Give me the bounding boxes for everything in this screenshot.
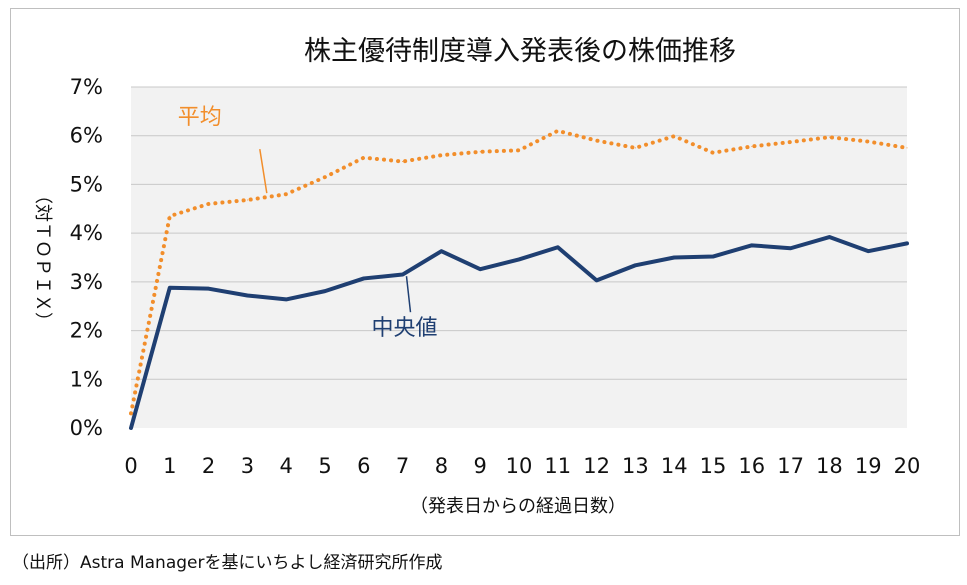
data-point [867,250,869,252]
data-point [751,244,753,246]
y-tick-label: 4% [70,221,103,245]
data-point [712,256,714,258]
data-point [712,152,714,154]
y-tick-label: 3% [70,270,103,294]
data-point [285,193,287,195]
y-tick-label: 6% [70,124,103,148]
data-point [790,247,792,249]
x-axis-ticks: 0 1 2 3 4 5 6 7 8 9 10 11 12 13 14 15 16 17 18 19 20 [124,454,920,478]
x-tick-label: 14 [661,454,688,478]
x-tick-label: 17 [777,454,804,478]
data-point [479,151,481,153]
data-point [402,161,404,163]
x-tick-label: 7 [396,454,409,478]
x-tick-label: 19 [855,454,882,478]
y-tick-label: 7% [70,75,103,99]
x-tick-label: 1 [163,454,176,478]
x-tick-label: 8 [435,454,448,478]
data-point [790,141,792,143]
x-tick-label: 4 [280,454,293,478]
x-tick-label: 0 [124,454,137,478]
y-tick-label: 1% [70,367,103,391]
data-point [828,236,830,238]
data-point [906,147,908,149]
gridlines [131,86,907,380]
annotation-leader-line [405,276,412,313]
annotation-leader-line [259,148,268,194]
x-tick-label: 2 [202,454,215,478]
data-point [130,412,132,414]
data-point [363,277,365,279]
data-point [324,176,326,178]
data-point [518,149,520,151]
x-tick-label: 12 [583,454,610,478]
data-point [208,203,210,205]
data-point [634,264,636,266]
data-point [169,287,171,289]
data-point [246,294,248,296]
annotation-label: 中央値 [371,316,437,341]
data-point [557,246,559,248]
data-point [169,215,171,217]
y-tick-label: 0% [70,416,103,440]
x-tick-label: 13 [622,454,649,478]
data-point [285,298,287,300]
x-tick-label: 20 [894,454,921,478]
annotation-label: 平均 [178,105,222,130]
data-point [246,199,248,201]
x-tick-label: 11 [544,454,571,478]
data-point [363,157,365,159]
data-point [557,130,559,132]
data-point [518,258,520,260]
data-point [828,136,830,138]
data-point [440,250,442,252]
data-point [479,268,481,270]
data-point [208,288,210,290]
source-note: （出所）Astra Managerを基にいちよし経済研究所作成 [12,553,443,573]
data-point [440,154,442,156]
y-axis-ticks: 0% 1% 2% 3% 4% 5% 6% 7% [70,75,103,440]
y-tick-label: 2% [70,319,103,343]
x-tick-label: 3 [241,454,254,478]
x-tick-label: 10 [506,454,533,478]
data-point [673,257,675,258]
series-layer [129,128,909,430]
data-point [402,274,404,276]
data-point [673,135,675,137]
data-point [751,145,753,147]
x-tick-label: 16 [738,454,765,478]
x-tick-label: 9 [474,454,487,478]
data-point [130,427,132,429]
data-point [596,140,598,142]
y-axis-label: （対ＴＯＰＩＸ） [32,186,53,330]
x-tick-label: 15 [700,454,727,478]
data-point [634,147,636,149]
chart-title: 株主優待制度導入発表後の株価推移 [304,36,736,67]
data-point [906,242,908,244]
x-tick-label: 5 [318,454,331,478]
y-tick-label: 5% [70,172,103,196]
data-point [596,279,598,281]
x-tick-label: 18 [816,454,843,478]
x-axis-label: （発表日からの経過日数） [410,496,626,517]
x-tick-label: 6 [357,454,370,478]
data-point [324,290,326,292]
data-point [867,141,869,143]
